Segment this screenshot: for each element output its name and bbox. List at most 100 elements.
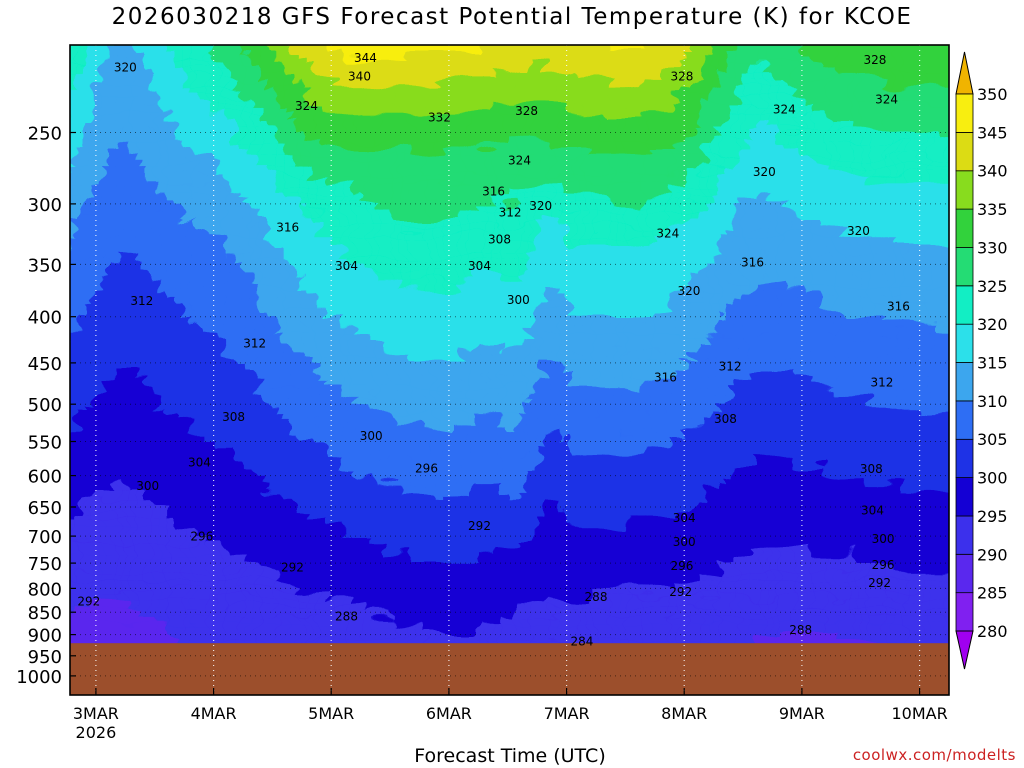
colorbar-swatch [955, 208, 974, 248]
colorbar-swatch [955, 362, 974, 402]
colorbar-swatch [955, 285, 974, 325]
colorbar-label: 310 [977, 392, 1008, 411]
colorbar-label: 320 [977, 315, 1008, 334]
colorbar-swatch [955, 553, 974, 594]
contour-label: 308 [488, 233, 511, 247]
colorbar-max-arrow [955, 51, 974, 95]
colorbar-label: 330 [977, 238, 1008, 257]
colorbar-label: 305 [977, 430, 1008, 449]
contour-label: 312 [243, 337, 266, 351]
colorbar-label: 325 [977, 277, 1008, 296]
plot-frame [69, 44, 950, 696]
colorbar-label: 335 [977, 200, 1008, 219]
contour-label: 304 [188, 456, 211, 470]
x-tick-label: 7MAR [544, 704, 590, 723]
y-tick-label: 450 [28, 354, 62, 375]
colorbar-label: 345 [977, 123, 1008, 142]
y-tick-label: 250 [28, 124, 62, 145]
colorbar-swatch [955, 93, 974, 133]
y-tick-label: 850 [28, 603, 62, 624]
colorbar-min-arrow [955, 630, 974, 670]
colorbar-swatch [955, 400, 974, 440]
colorbar-label: 315 [977, 354, 1008, 373]
contour-label: 300 [136, 479, 159, 493]
colorbar-swatch [955, 323, 974, 363]
chart-title: 2026030218 GFS Forecast Potential Temper… [111, 4, 913, 30]
contour-label: 328 [863, 53, 886, 67]
y-tick-label: 700 [28, 527, 62, 548]
colorbar-swatch [955, 170, 974, 210]
y-tick-label: 300 [28, 195, 62, 216]
colorbar-label: 350 [977, 85, 1008, 104]
x-tick-label: 5MAR [308, 704, 354, 723]
y-tick-label: 650 [28, 498, 62, 519]
contour-label: 328 [515, 104, 538, 118]
contour-label: 316 [276, 221, 299, 235]
contour-label: 292 [281, 560, 304, 574]
contour-label: 304 [673, 511, 696, 525]
contour-labels: 344 340 332 328 328 328 324 324 324 324 324 320 320 3… [77, 51, 910, 648]
contour-label: 324 [508, 154, 531, 168]
y-tick-label: 600 [28, 467, 62, 488]
contour-label: 320 [529, 199, 552, 213]
y-tick-label: 350 [28, 255, 62, 276]
contour-label: 296 [190, 530, 213, 544]
contour-label: 296 [872, 558, 895, 572]
contour-label: 284 [570, 634, 593, 648]
colorbar-label: 280 [977, 622, 1008, 641]
contour-label: 300 [360, 429, 383, 443]
y-tick-label: 900 [28, 626, 62, 647]
contour-label: 292 [77, 594, 100, 608]
contour-label: 324 [295, 99, 318, 113]
colorbar-swatch [955, 438, 974, 479]
x-tick-label: 8MAR [661, 704, 707, 723]
contour-label: 344 [354, 51, 377, 65]
theta-field [70, 45, 949, 695]
x-tick-sublabel: 2026 [76, 723, 117, 742]
x-axis-title: Forecast Time (UTC) [414, 745, 606, 767]
contour-label: 288 [335, 610, 358, 624]
y-tick-label: 500 [28, 395, 62, 416]
contour-label: 304 [861, 504, 884, 518]
y-tick-label: 800 [28, 579, 62, 600]
x-tick-label: 3MAR [73, 704, 119, 723]
contour-label: 328 [670, 70, 693, 84]
contour-label: 324 [875, 92, 898, 106]
contour-label: 304 [335, 259, 358, 273]
contour-label: 288 [789, 623, 812, 637]
contour-label: 292 [468, 519, 491, 533]
contour-label: 300 [507, 293, 530, 307]
contour-label: 312 [499, 206, 522, 220]
contour-label: 300 [673, 535, 696, 549]
y-tick-label: 1000 [16, 667, 62, 688]
contour-label: 320 [114, 60, 137, 74]
contour-label: 308 [222, 410, 245, 424]
colorbar-label: 290 [977, 545, 1008, 564]
contour-label: 292 [669, 585, 692, 599]
contour-label: 296 [670, 559, 693, 573]
y-tick-label: 950 [28, 647, 62, 668]
colorbar-swatch [955, 515, 974, 555]
grid-lines [70, 45, 949, 695]
x-tick-label: 10MAR [891, 704, 947, 723]
colorbar-label: 300 [977, 469, 1008, 488]
colorbar-label: 295 [977, 507, 1008, 526]
y-tick-label: 400 [28, 308, 62, 329]
contour-label: 324 [773, 102, 796, 116]
contour-label: 312 [870, 376, 893, 390]
x-tick-label: 4MAR [191, 704, 237, 723]
contour-label: 320 [677, 284, 700, 298]
contour-label: 316 [482, 185, 505, 199]
credit-link[interactable]: coolwx.com/modelts [852, 746, 1016, 764]
contour-label: 316 [741, 256, 764, 270]
contour-label: 320 [753, 165, 776, 179]
colorbar-swatch [955, 477, 974, 517]
contour-label: 296 [415, 462, 438, 476]
contour-label: 316 [654, 371, 677, 385]
contour-label: 308 [860, 462, 883, 476]
contour-label: 308 [714, 412, 737, 426]
contour-label: 312 [719, 360, 742, 374]
colorbar-swatch [955, 246, 974, 287]
